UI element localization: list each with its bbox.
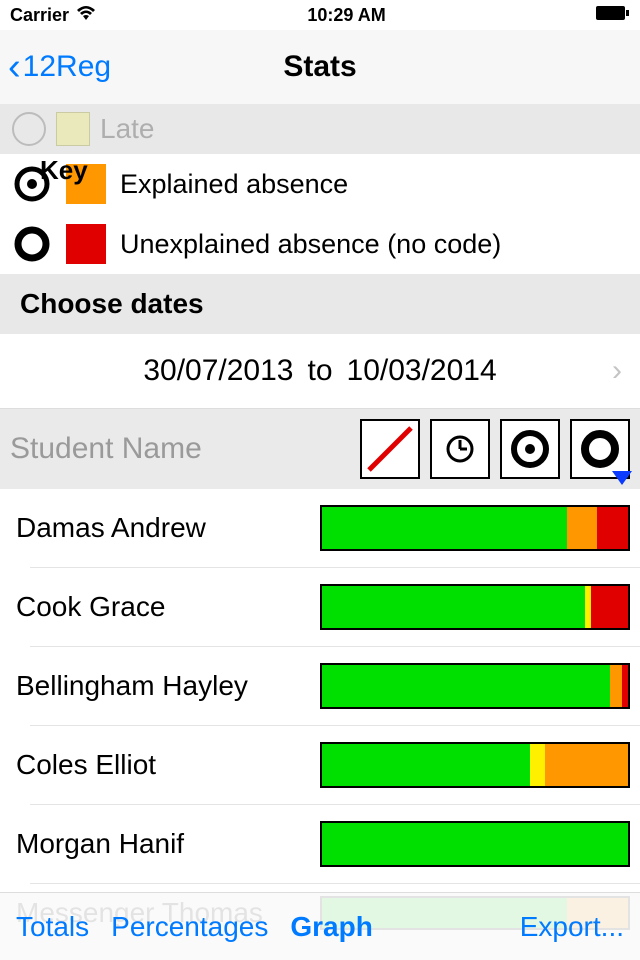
attendance-bar <box>320 663 630 709</box>
key-row-unexplained: Unexplained absence (no code) <box>0 214 640 274</box>
navigation-bar: ‹ 12Reg Stats <box>0 30 640 104</box>
sort-late-icon[interactable] <box>430 419 490 479</box>
battery-icon <box>596 5 630 26</box>
date-from: 30/07/2013 <box>143 354 293 388</box>
late-swatch <box>56 112 90 146</box>
sort-icons-group <box>360 419 630 479</box>
tab-graph[interactable]: Graph <box>290 911 372 943</box>
wifi-icon <box>75 5 97 26</box>
bar-segment-explained <box>610 665 622 707</box>
bottom-toolbar: Totals Percentages Graph Export... <box>0 892 640 960</box>
key-label-unexplained: Unexplained absence (no code) <box>120 229 501 260</box>
key-label-explained: Explained absence <box>120 169 348 200</box>
back-button[interactable]: ‹ 12Reg <box>8 48 111 86</box>
bar-segment-late <box>530 744 545 786</box>
carrier-label: Carrier <box>10 5 69 26</box>
sort-present-icon[interactable] <box>360 419 420 479</box>
student-row[interactable]: Bellingham Hayley <box>30 647 640 726</box>
attendance-bar <box>320 505 630 551</box>
key-heading: Key <box>40 155 88 186</box>
sort-explained-icon[interactable] <box>500 419 560 479</box>
student-row[interactable]: Damas Andrew <box>30 489 640 568</box>
bar-segment-unexplained <box>597 507 628 549</box>
status-bar: Carrier 10:29 AM <box>0 0 640 30</box>
student-name: Bellingham Hayley <box>16 670 248 702</box>
circle-open-icon <box>12 224 52 264</box>
bar-segment-present <box>322 507 567 549</box>
student-row[interactable]: Cook Grace <box>30 568 640 647</box>
date-to: 10/03/2014 <box>347 354 497 388</box>
student-name: Damas Andrew <box>16 512 206 544</box>
sort-indicator-icon <box>612 471 632 485</box>
date-range-row[interactable]: 30/07/2013 to 10/03/2014 › <box>0 334 640 409</box>
bar-segment-present <box>322 744 530 786</box>
tab-totals[interactable]: Totals <box>16 911 89 943</box>
clock-label: 10:29 AM <box>307 5 385 26</box>
chevron-right-icon: › <box>612 354 622 388</box>
attendance-bar <box>320 584 630 630</box>
attendance-bar <box>320 742 630 788</box>
column-student-name[interactable]: Student Name <box>10 432 202 466</box>
date-joiner: to <box>307 354 332 388</box>
student-row[interactable]: Morgan Hanif <box>30 805 640 884</box>
student-row[interactable]: Coles Elliot <box>30 726 640 805</box>
table-header: Student Name <box>0 409 640 489</box>
student-name: Cook Grace <box>16 591 165 623</box>
bar-segment-explained <box>567 507 598 549</box>
sort-unexplained-icon[interactable] <box>570 419 630 479</box>
page-title: Stats <box>283 50 356 84</box>
student-name: Coles Elliot <box>16 749 156 781</box>
choose-dates-heading: Choose dates <box>0 274 640 334</box>
bar-segment-present <box>322 665 610 707</box>
attendance-bar <box>320 821 630 867</box>
chevron-back-icon: ‹ <box>8 48 21 86</box>
export-button[interactable]: Export... <box>520 911 624 943</box>
tab-percentages[interactable]: Percentages <box>111 911 268 943</box>
key-row-late-faded: Late <box>0 104 640 154</box>
bar-segment-unexplained <box>591 586 628 628</box>
unexplained-swatch <box>66 224 106 264</box>
key-row-explained: Explained absence <box>0 154 640 214</box>
bar-segment-present <box>322 586 585 628</box>
late-label-faded: Late <box>100 113 155 145</box>
bar-segment-explained <box>545 744 628 786</box>
back-label: 12Reg <box>23 50 111 84</box>
bar-segment-unexplained <box>622 665 628 707</box>
bar-segment-present <box>322 823 628 865</box>
student-name: Morgan Hanif <box>16 828 184 860</box>
